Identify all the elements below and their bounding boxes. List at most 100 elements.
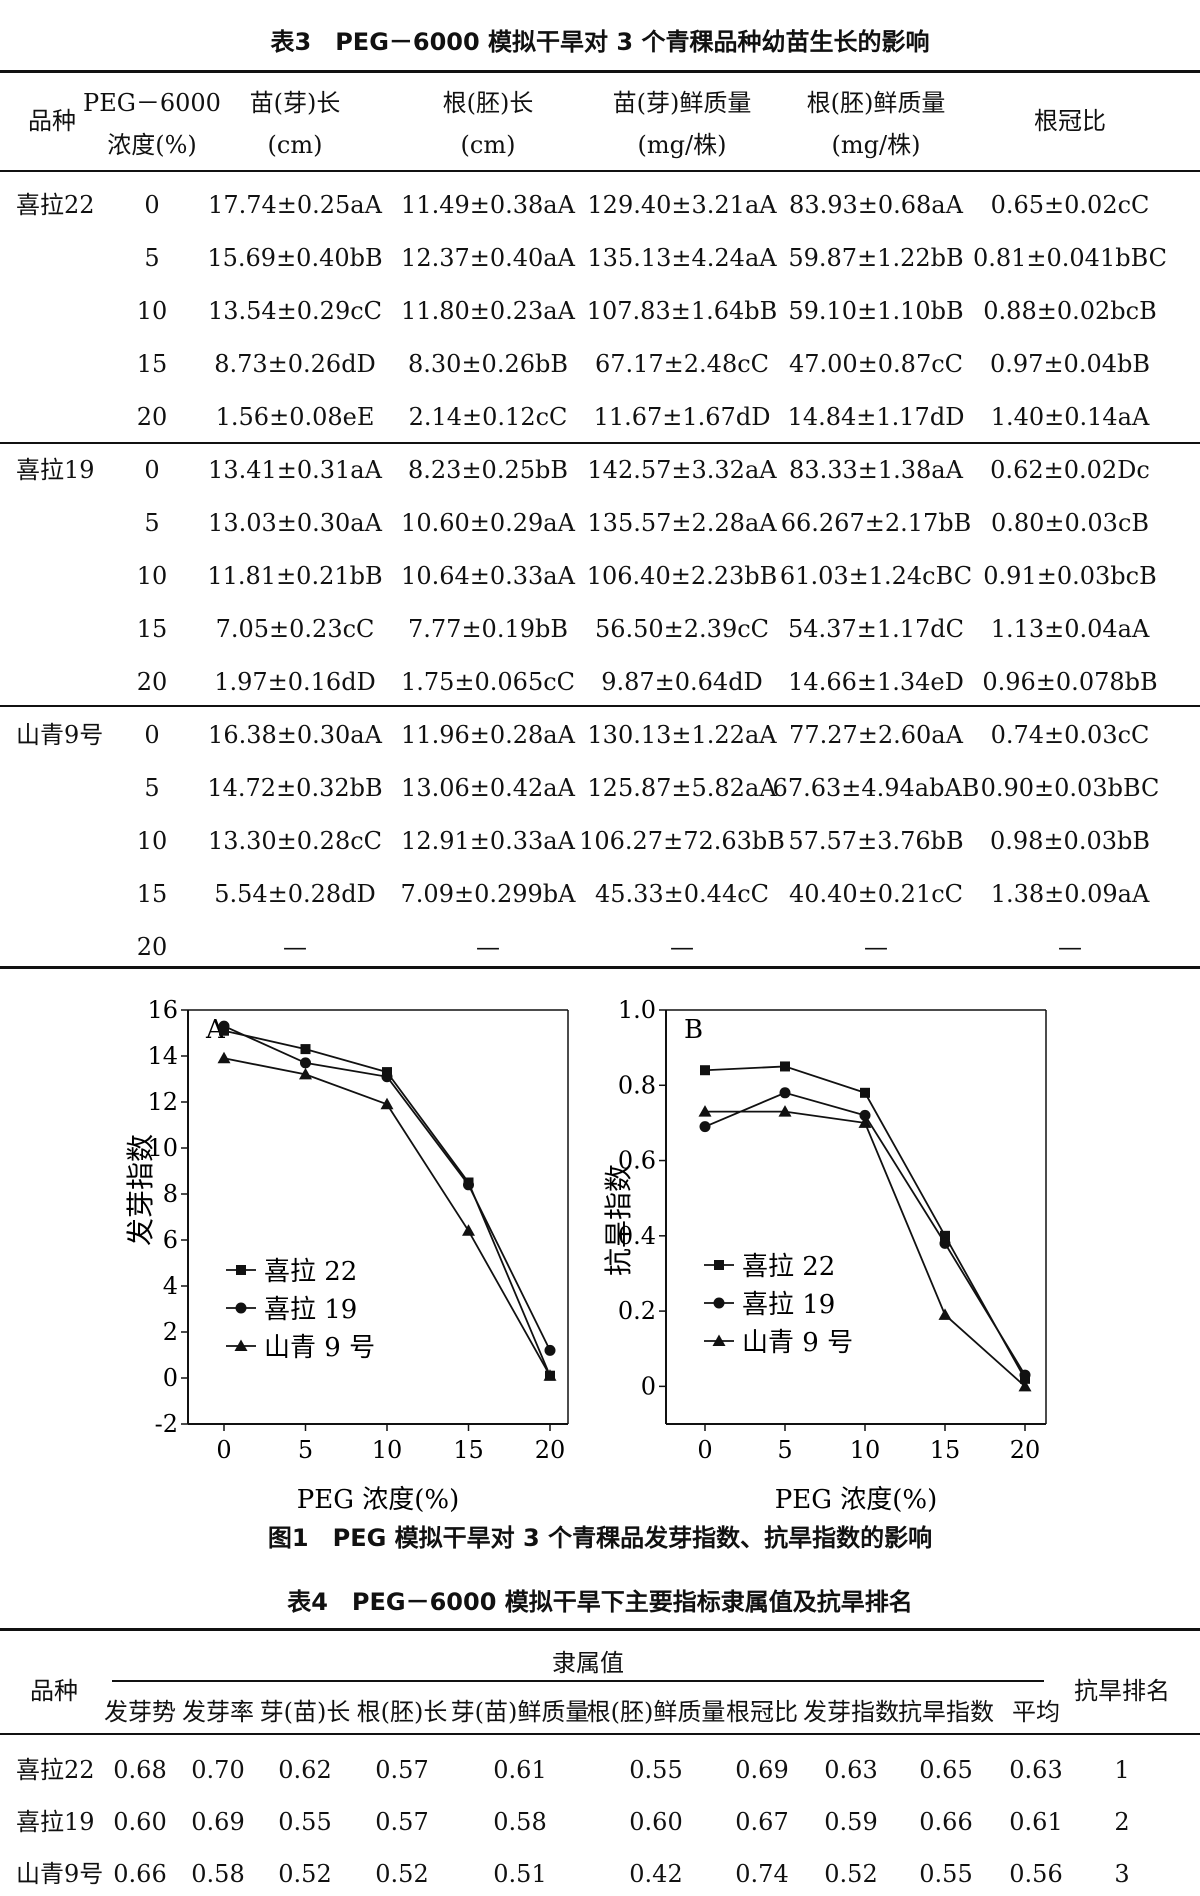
table4-col-header: 根(胚)长 (356, 1698, 448, 1726)
table4-col-header: 根冠比 (726, 1698, 798, 1726)
table3-concentration: 5 (144, 774, 160, 802)
table3-cell: 1.56±0.08eE (215, 403, 375, 431)
chart-legend-marker (714, 1260, 724, 1270)
table3-cell: 77.27±2.60aA (789, 721, 963, 749)
table3-cell: 11.80±0.23aA (401, 297, 575, 325)
table4-col-header: 平均 (1012, 1698, 1060, 1726)
table3-cell: 11.67±1.67dD (593, 403, 771, 431)
table3-cell: 11.81±0.21bB (207, 562, 383, 590)
chart-data-point (940, 1230, 950, 1241)
table3-cell: 0.65±0.02cC (990, 191, 1150, 219)
table3-cell: 13.54±0.29cC (207, 297, 383, 325)
chart-y-tick-label: 6 (163, 1226, 178, 1254)
table3-cell: 13.41±0.31aA (208, 456, 382, 484)
chart-y-tick-label: 0 (163, 1364, 178, 1392)
table3-cell: 135.57±2.28aA (587, 509, 777, 537)
table3-concentration: 15 (136, 615, 168, 643)
chart-data-point (300, 1057, 311, 1069)
table3-cell: 13.03±0.30aA (208, 509, 382, 537)
table3-cell: 106.27±72.63bB (579, 827, 785, 855)
table4-cell: 0.66 (113, 1860, 167, 1888)
chart-y-tick-label: 1.0 (618, 996, 656, 1024)
chart-data-point (778, 1105, 792, 1117)
table3-cell: — (670, 933, 694, 961)
chart-y-tick-label: 14 (147, 1042, 178, 1070)
chart-legend-marker (236, 1265, 246, 1275)
table3-cell: 47.00±0.87cC (788, 350, 964, 378)
table3-col-header-unit: (cm) (460, 131, 516, 159)
chart-legend-label: 喜拉 22 (264, 1257, 357, 1287)
chart-data-point (858, 1116, 872, 1128)
table4-variety: 山青9号 (16, 1860, 104, 1888)
table3-cell: 11.96±0.28aA (401, 721, 575, 749)
table3-cell: 8.73±0.26dD (214, 350, 376, 378)
chart-data-point (380, 1097, 394, 1110)
table3-bottom-rule (0, 966, 1200, 969)
table4-cell: 0.62 (278, 1756, 332, 1784)
table3-cell: 45.33±0.44cC (594, 880, 770, 908)
table3-col-header-unit: (mg/株) (831, 131, 921, 159)
table3-col-header-unit: (cm) (267, 131, 323, 159)
chart-data-point (299, 1067, 312, 1080)
table4-cell: 0.61 (1009, 1808, 1063, 1836)
table3-group-rule (0, 705, 1200, 707)
table3-concentration: 5 (144, 244, 160, 272)
chart-x-tick-label: 5 (298, 1436, 313, 1464)
table4-col-header: 发芽势 (104, 1698, 176, 1726)
chart-legend-label: 喜拉 19 (264, 1295, 357, 1325)
table4-cell: 0.69 (735, 1756, 789, 1784)
table3-cell: 2.14±0.12cC (408, 403, 568, 431)
table4-group-rule (112, 1680, 1044, 1682)
table4-group-header: 隶属值 (552, 1649, 624, 1677)
table4-col-header: 发芽率 (182, 1698, 254, 1726)
table4-cell: 0.57 (375, 1808, 429, 1836)
table3-col-header: 苗(芽)鲜质量 (612, 89, 752, 117)
table3-cell: 9.87±0.64dD (601, 668, 763, 696)
table3-cell: 142.57±3.32aA (587, 456, 777, 484)
table4-col-header: 芽(苗)长 (259, 1698, 351, 1726)
table3-cell: 1.40±0.14aA (990, 403, 1150, 431)
table3-concentration: 20 (136, 403, 168, 431)
chart-data-point (700, 1065, 710, 1076)
chart-data-point (463, 1179, 474, 1191)
table3-concentration: 0 (144, 191, 160, 219)
table4-col-header: 芽(苗)鲜质量 (450, 1698, 590, 1726)
chart-data-point (217, 1051, 231, 1064)
table3-cell: — (283, 933, 307, 961)
chart-x-tick-label: 15 (453, 1436, 484, 1464)
table3-concentration: 0 (144, 456, 160, 484)
table4-cell: 0.55 (919, 1860, 973, 1888)
chart-x-tick-label: 20 (535, 1436, 566, 1464)
table3-cell: 12.91±0.33aA (401, 827, 575, 855)
chart-legend-label: 山青 9 号 (742, 1328, 853, 1358)
table3-cell: 17.74±0.25aA (208, 191, 382, 219)
table3-col-header: 根(胚)长 (442, 89, 534, 117)
table4-rank-header: 抗旱排名 (1074, 1677, 1170, 1705)
table3-concentration: 15 (136, 350, 168, 378)
chart-legend-label: 喜拉 22 (742, 1252, 835, 1282)
chart-x-tick-label: 0 (697, 1436, 712, 1464)
table3-cell: 59.10±1.10bB (788, 297, 964, 325)
table3-top-rule (0, 70, 1200, 73)
table3-cell: 59.87±1.22bB (788, 244, 964, 272)
table3-cell: 15.69±0.40bB (207, 244, 383, 272)
chart-panel-label: B (684, 1015, 703, 1045)
table3-cell: 14.84±1.17dD (787, 403, 965, 431)
table4-cell: 0.42 (629, 1860, 683, 1888)
chart-legend-marker (235, 1302, 247, 1314)
table3-cell: 14.72±0.32bB (207, 774, 383, 802)
chart-data-point (544, 1344, 556, 1356)
table3-cell: 0.74±0.03cC (990, 721, 1150, 749)
table3-cell: 0.96±0.078bB (982, 668, 1158, 696)
table3-cell: 107.83±1.64bB (586, 297, 778, 325)
table4-col-header: 发芽指数 (803, 1698, 899, 1726)
table3-col-header-unit: 浓度(%) (107, 131, 197, 159)
table3-cell: 135.13±4.24aA (587, 244, 777, 272)
table3-concentration: 5 (144, 509, 160, 537)
table3-cell: 1.13±0.04aA (990, 615, 1150, 643)
chart-data-point (859, 1109, 871, 1121)
table4-cell: 0.52 (824, 1860, 878, 1888)
chart-data-point (780, 1061, 790, 1072)
table4-title: 表4 PEG－6000 模拟干旱下主要指标隶属值及抗旱排名 (287, 1588, 913, 1616)
table3-concentration: 0 (144, 721, 160, 749)
